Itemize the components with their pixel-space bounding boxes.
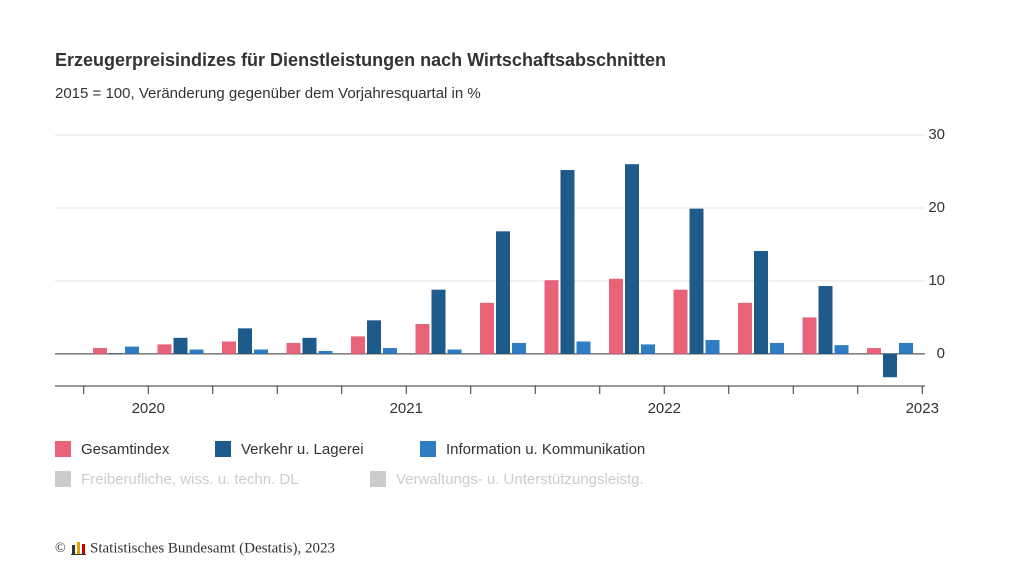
legend-swatch-inactive xyxy=(370,471,386,487)
bar xyxy=(431,289,446,354)
bar xyxy=(705,340,720,354)
bar xyxy=(625,164,639,354)
bar xyxy=(367,320,381,354)
copyright: © xyxy=(55,541,66,556)
bar xyxy=(173,337,188,354)
y-tick-label: 0 xyxy=(937,345,945,362)
bar xyxy=(93,348,107,354)
legend-swatch xyxy=(215,441,231,457)
legend-label: Information u. Kommunikation xyxy=(446,441,645,458)
bar xyxy=(189,349,204,354)
x-year-label: 2021 xyxy=(390,400,423,417)
legend-swatch xyxy=(420,441,436,457)
bar xyxy=(802,317,817,354)
x-year-label: 2020 xyxy=(132,400,165,417)
bar xyxy=(318,350,333,354)
bar xyxy=(415,323,430,354)
bar xyxy=(834,345,849,354)
bar xyxy=(899,342,913,354)
bar xyxy=(576,341,591,354)
bar xyxy=(512,342,526,354)
logo xyxy=(71,542,86,555)
bar xyxy=(641,344,655,354)
chart-subtitle: 2015 = 100, Veränderung gegenüber dem Vo… xyxy=(55,85,481,102)
bar xyxy=(867,348,881,354)
bar xyxy=(109,353,123,354)
legend-label: Verkehr u. Lagerei xyxy=(241,441,364,458)
bar xyxy=(689,208,704,354)
bar xyxy=(302,337,317,354)
bar xyxy=(238,328,252,354)
legend-label-inactive: Freiberufliche, wiss. u. techn. DL xyxy=(81,471,299,488)
bar xyxy=(673,289,688,354)
legend-swatch-inactive xyxy=(55,471,71,487)
legend-swatch xyxy=(55,441,71,457)
y-tick-label: 20 xyxy=(928,199,945,216)
bar xyxy=(286,342,301,354)
bar xyxy=(125,346,139,354)
y-tick-label: 10 xyxy=(928,272,945,289)
bar xyxy=(480,302,494,354)
x-year-label: 2022 xyxy=(648,400,681,417)
bar xyxy=(818,286,833,354)
bar xyxy=(754,251,768,354)
x-year-label: 2023 xyxy=(906,400,939,417)
bar xyxy=(447,349,462,354)
legend-label-inactive: Verwaltungs- u. Unterstützungsleistg. xyxy=(396,471,644,488)
bar xyxy=(544,280,559,354)
bar xyxy=(560,170,575,354)
bar xyxy=(609,278,623,354)
bar xyxy=(351,336,365,354)
source: Statistisches Bundesamt (Destatis), 2023 xyxy=(90,540,335,556)
bar xyxy=(496,231,510,354)
y-tick-label: 30 xyxy=(928,126,945,143)
bar xyxy=(157,344,172,354)
bar xyxy=(222,341,236,354)
bar xyxy=(383,348,397,354)
chart-title: Erzeugerpreisindizes für Dienstleistunge… xyxy=(55,50,666,70)
bar xyxy=(770,342,784,354)
bar xyxy=(883,353,897,378)
bar xyxy=(738,302,752,354)
bar xyxy=(254,349,268,354)
legend-label: Gesamtindex xyxy=(81,441,170,458)
